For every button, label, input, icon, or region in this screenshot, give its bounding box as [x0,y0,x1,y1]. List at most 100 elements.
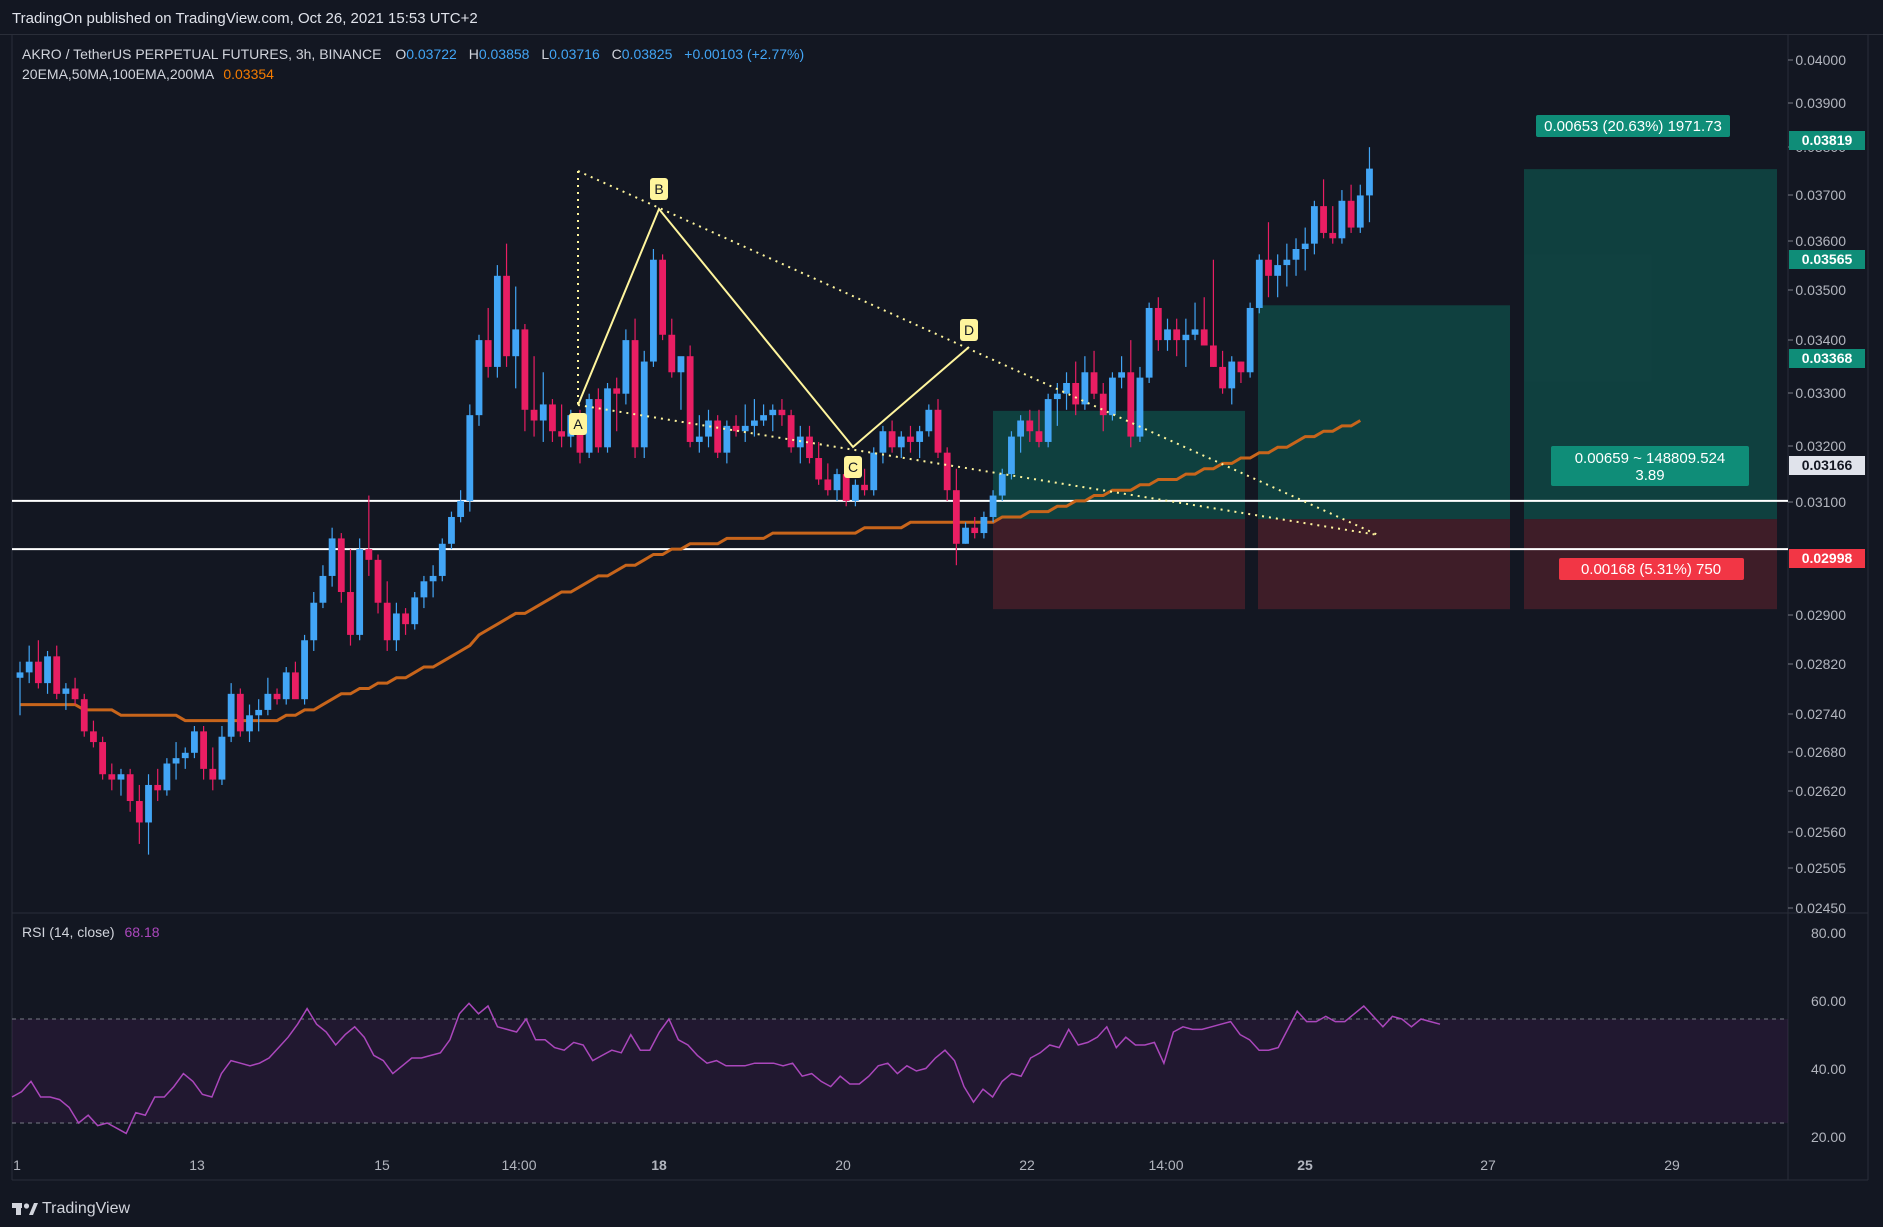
candle [1265,222,1272,298]
candle-body [347,592,354,635]
candle-body [1255,259,1263,308]
candle-body [851,484,859,501]
candle [631,318,639,459]
candle-body [806,436,813,459]
x-tick-label: 20 [835,1157,851,1173]
candle [897,431,905,459]
candle-body [1301,243,1309,250]
candle-body [429,575,437,582]
pattern-point-a-box [569,413,587,435]
axes: 0.040000.039000.038000.037000.036000.035… [13,52,1865,1173]
candle [1356,184,1364,233]
candle-body [117,774,125,780]
candle-body [604,388,611,448]
candle [1191,302,1199,341]
candle-body [154,784,162,791]
candle-body [44,656,51,684]
candle [1219,350,1226,394]
candle [292,661,299,700]
candle [751,399,758,437]
candle [374,554,382,614]
candle [402,608,409,635]
candle [236,688,244,737]
candle-body [916,431,924,442]
candle-body [1338,200,1346,239]
candle [1255,254,1263,314]
candle-body [769,409,777,416]
candle [769,404,777,432]
candle-body [218,736,226,780]
candle [1072,361,1080,416]
candle-body [145,784,152,823]
target-zone [1258,305,1510,520]
candle [135,784,143,844]
y-tick-label: 0.03900 [1795,95,1846,111]
candle [971,516,979,539]
low-label: L [541,46,550,62]
candle [347,549,354,646]
indicator-legend: 20EMA,50MA,100EMA,200MA 0.03354 [22,66,274,82]
candle [622,329,630,405]
candle-body [457,500,465,517]
candle [659,254,666,341]
candle [145,774,152,855]
candle [1008,431,1015,480]
y-tick-label: 0.02740 [1795,706,1846,722]
candle-body [714,420,722,453]
candle [760,404,767,426]
candle [80,693,88,737]
target-label-box [1536,115,1730,137]
candle [1026,409,1034,442]
price-badge-target [1789,349,1865,368]
x-tick-label: 1 [13,1157,21,1173]
y-tick-label: 0.02560 [1795,824,1846,840]
publisher-text: TradingOn published on TradingView.com, … [12,10,478,27]
candle [650,249,657,367]
candle [62,683,70,710]
candle [549,399,556,442]
candle [457,490,465,523]
stop-label-box [1559,558,1744,580]
candle [108,763,116,791]
candle [53,645,61,700]
y-tick-label: 0.03300 [1795,385,1846,401]
candle [264,677,272,716]
candle [1228,356,1236,405]
candle [163,758,171,796]
symbol-name: AKRO / TetherUS PERPETUAL FUTURES, 3h, B… [22,46,382,62]
candle-body [503,275,510,357]
close-value: 0.03825 [621,46,673,62]
candle-body [539,404,547,421]
y-tick-label: 0.03500 [1795,282,1846,298]
candle [934,399,942,459]
x-tick-label: 14:00 [501,1157,536,1173]
candle [1301,227,1309,271]
candle [1164,318,1171,351]
candle [723,420,731,464]
candle-body [200,731,207,769]
low-value: 0.03716 [549,46,600,62]
candle [1182,318,1190,367]
candle-body [1072,382,1080,405]
candle [668,318,676,378]
candle-body [99,742,107,775]
candle-body [1237,361,1245,373]
candle-body [108,774,116,780]
y-tick-label: 0.02820 [1795,656,1846,672]
candle-body [1356,195,1364,228]
candle [732,415,740,437]
rsi-label: RSI (14, close) [22,924,115,940]
candle-body [1210,345,1217,367]
tradingview-brand: TradingView [42,1200,131,1217]
candle [475,334,483,426]
info-label-box [1551,446,1749,486]
candle-body [943,452,951,491]
candle [181,747,189,769]
candle-body [1109,377,1116,416]
abcd-path [577,207,970,449]
candle-body [1090,372,1098,394]
candle [383,581,391,651]
candle [126,768,134,812]
candle [255,699,263,732]
